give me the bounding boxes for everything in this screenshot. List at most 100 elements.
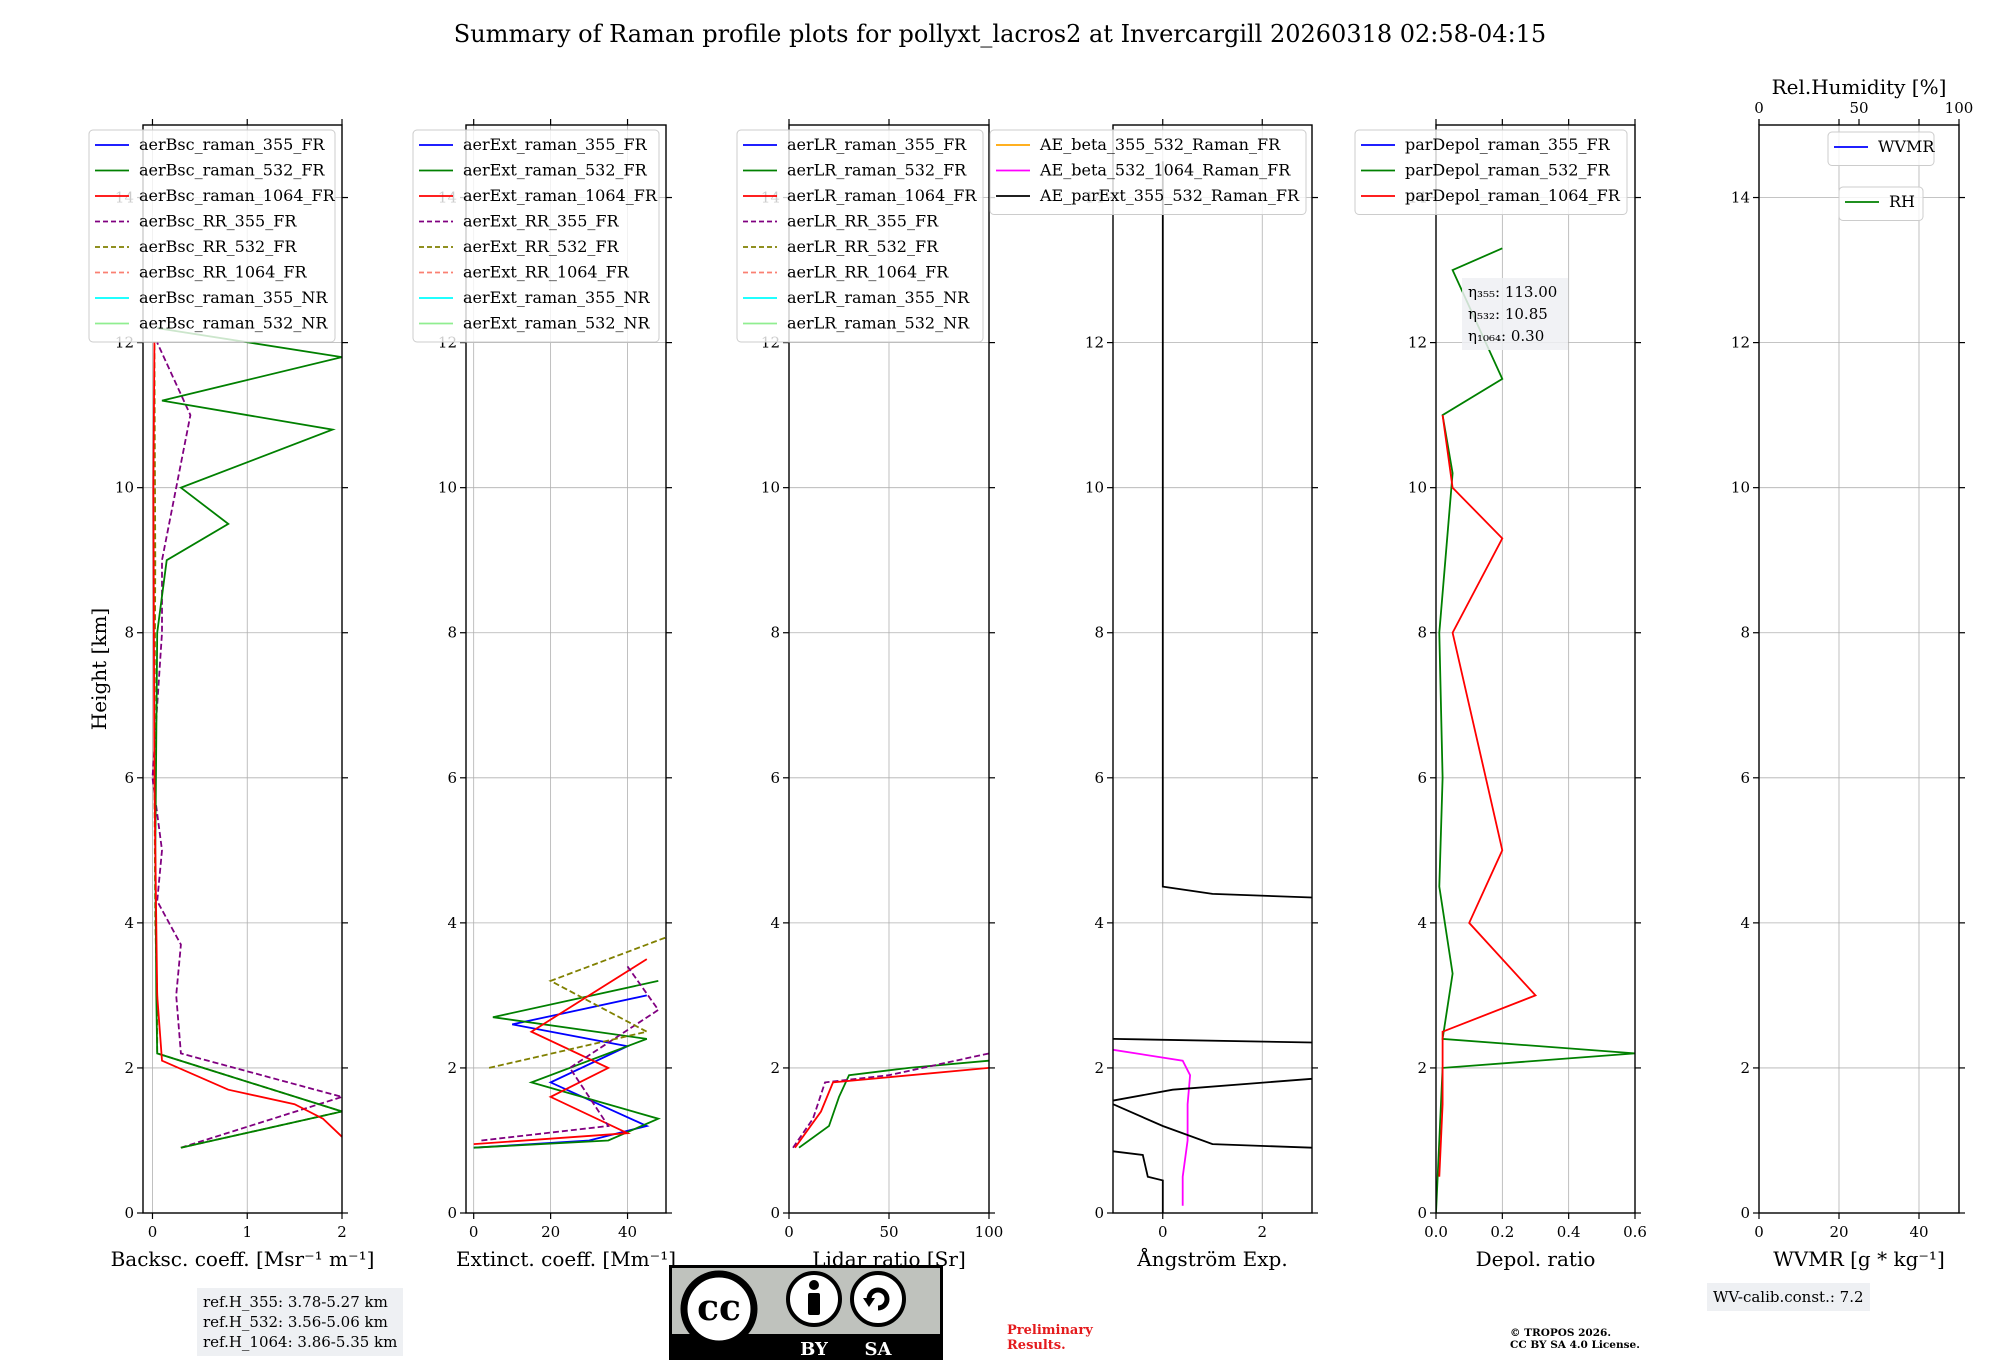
ext-ytick-label: 4 xyxy=(447,914,457,932)
lr-legend-label: aerLR_raman_355_NR xyxy=(787,288,970,307)
lr-ytick-label: 8 xyxy=(770,624,780,642)
ext-legend-label: aerExt_RR_1064_FR xyxy=(463,263,630,282)
depol-legend-label: parDepol_raman_355_FR xyxy=(1405,135,1611,154)
depol-ytick-label: 6 xyxy=(1417,769,1427,787)
ae-ytick-label: 8 xyxy=(1094,624,1104,642)
ae-series-line xyxy=(1113,1150,1164,1213)
ext-series-line xyxy=(481,965,660,1142)
bsc-series-line xyxy=(152,342,342,1138)
depol-ytick-label: 4 xyxy=(1417,914,1427,932)
preliminary-line-1: Preliminary xyxy=(1007,1323,1093,1338)
bsc-ytick-label: 8 xyxy=(124,624,134,642)
depol-ytick-label: 0 xyxy=(1417,1204,1427,1222)
bsc-legend-label: aerBsc_raman_1064_FR xyxy=(139,186,336,205)
wv-xtick-label: 20 xyxy=(1829,1223,1848,1241)
copyright-note: © TROPOS 2026. CC BY SA 4.0 License. xyxy=(1510,1327,1640,1351)
bsc-ytick-label: 4 xyxy=(124,914,134,932)
depol-legend-label: parDepol_raman_532_FR xyxy=(1405,161,1611,180)
depol-annotation-box xyxy=(1462,278,1568,350)
wv-legend-wvmr-label: WVMR xyxy=(1878,137,1935,156)
cc-text: cc xyxy=(697,1287,741,1329)
bsc-xtick-label: 1 xyxy=(242,1223,252,1241)
bsc-ylabel: Height [km] xyxy=(87,608,111,730)
ext-ytick-label: 8 xyxy=(447,624,457,642)
ext-ytick-label: 10 xyxy=(438,479,457,497)
wv-calib-box: WV-calib.const.: 7.2 xyxy=(1707,1283,1870,1311)
bsc-legend-label: aerBsc_RR_532_FR xyxy=(139,237,297,256)
wv-ytick-label: 12 xyxy=(1731,334,1750,352)
wv-top-tick-label: 100 xyxy=(1945,99,1974,117)
wv-legend-wvmr-box xyxy=(1827,131,1935,166)
preliminary-line-2: Results. xyxy=(1007,1338,1066,1353)
ext-legend-label: aerExt_raman_355_NR xyxy=(463,288,651,307)
ae-ytick-label: 2 xyxy=(1094,1059,1104,1077)
depol-series-line xyxy=(1438,414,1538,1177)
ext-legend-label: aerExt_RR_355_FR xyxy=(463,212,620,231)
lr-legend-label: aerLR_raman_1064_FR xyxy=(787,186,977,205)
bsc-ytick-label: 0 xyxy=(124,1204,134,1222)
ext-legend-label: aerExt_raman_532_NR xyxy=(463,314,651,333)
wv-ytick-label: 8 xyxy=(1740,624,1750,642)
ext-xtick-label: 40 xyxy=(618,1223,637,1241)
ext-ytick-label: 6 xyxy=(447,769,457,787)
wv-legend-rh-label: RH xyxy=(1889,192,1915,211)
ae-series-line xyxy=(1113,1103,1312,1149)
wv-ytick-label: 4 xyxy=(1740,914,1750,932)
ae-series-line xyxy=(1161,161,1312,899)
ae-series-line xyxy=(1113,1038,1312,1044)
bsc-series-line xyxy=(154,327,342,1149)
preliminary-note: Preliminary Results. xyxy=(1007,1323,1093,1353)
page-title: Summary of Raman profile plots for polly… xyxy=(453,20,1547,48)
ext-legend-label: aerExt_raman_355_FR xyxy=(463,135,648,154)
depol-ytick-label: 2 xyxy=(1417,1059,1427,1077)
bsc-legend-box xyxy=(88,129,336,343)
ext-xtick-label: 0 xyxy=(469,1223,479,1241)
ae-legend-label: AE_beta_532_1064_Raman_FR xyxy=(1039,161,1291,180)
lr-legend-label: aerLR_RR_355_FR xyxy=(787,212,939,231)
wv-xtick-label: 40 xyxy=(1909,1223,1928,1241)
depol-annotation-text: η₅₃₂: 10.85 xyxy=(1468,305,1548,323)
ext-ytick-label: 2 xyxy=(447,1059,457,1077)
wv-xtick-label: 0 xyxy=(1754,1223,1764,1241)
depol-series-line xyxy=(1436,247,1635,1213)
ae-ytick-label: 10 xyxy=(1085,479,1104,497)
depol-annotation-text: η₁₀₆₄: 0.30 xyxy=(1468,327,1544,345)
copyright-line-1: © TROPOS 2026. xyxy=(1510,1327,1612,1339)
wv-xlabel: WVMR [g * kg⁻¹] xyxy=(1773,1247,1945,1271)
ext-series-line xyxy=(473,994,650,1149)
bsc-ytick-label: 6 xyxy=(124,769,134,787)
reference-heights-box: ref.H_355: 3.78-5.27 km ref.H_532: 3.56-… xyxy=(197,1288,404,1356)
lr-legend-label: aerLR_raman_532_FR xyxy=(787,161,967,180)
ae-xtick-label: 2 xyxy=(1257,1223,1267,1241)
bsc-legend-label: aerBsc_RR_1064_FR xyxy=(139,263,308,282)
wv-calib-text: WV-calib.const.: 7.2 xyxy=(1713,1288,1864,1306)
ref-h-1064: ref.H_1064: 3.86-5.35 km xyxy=(203,1333,398,1351)
depol-xlabel: Depol. ratio xyxy=(1476,1247,1596,1271)
depol-annotation-text: η₃₅₅: 113.00 xyxy=(1468,283,1557,301)
ext-series-line xyxy=(473,980,661,1149)
lr-series-line xyxy=(794,1067,989,1149)
depol-legend-label: parDepol_raman_1064_FR xyxy=(1405,186,1621,205)
depol-ytick-label: 10 xyxy=(1408,479,1427,497)
lr-xtick-label: 100 xyxy=(975,1223,1004,1241)
bsc-legend-label: aerBsc_raman_355_NR xyxy=(139,288,328,307)
lr-ytick-label: 2 xyxy=(770,1059,780,1077)
ext-legend-label: aerExt_RR_532_FR xyxy=(463,237,620,256)
lr-xtick-label: 0 xyxy=(784,1223,794,1241)
depol-xtick-label: 0.0 xyxy=(1424,1223,1448,1241)
ae-xtick-label: 0 xyxy=(1158,1223,1168,1241)
depol-xtick-label: 0.4 xyxy=(1557,1223,1581,1241)
ae-ytick-label: 0 xyxy=(1094,1204,1104,1222)
ext-xtick-label: 20 xyxy=(541,1223,560,1241)
ae-series-line xyxy=(1113,1077,1312,1102)
wv-top-tick-label: 50 xyxy=(1849,99,1868,117)
ae-ytick-label: 4 xyxy=(1094,914,1104,932)
bsc-xtick-label: 2 xyxy=(337,1223,347,1241)
bsc-axes-frame xyxy=(142,124,343,1214)
bsc-legend-label: aerBsc_raman_355_FR xyxy=(139,135,325,154)
bsc-xtick-label: 0 xyxy=(148,1223,158,1241)
wv-ytick-label: 6 xyxy=(1740,769,1750,787)
ae-series-line xyxy=(1113,1048,1192,1206)
bsc-series-line xyxy=(153,342,342,1149)
